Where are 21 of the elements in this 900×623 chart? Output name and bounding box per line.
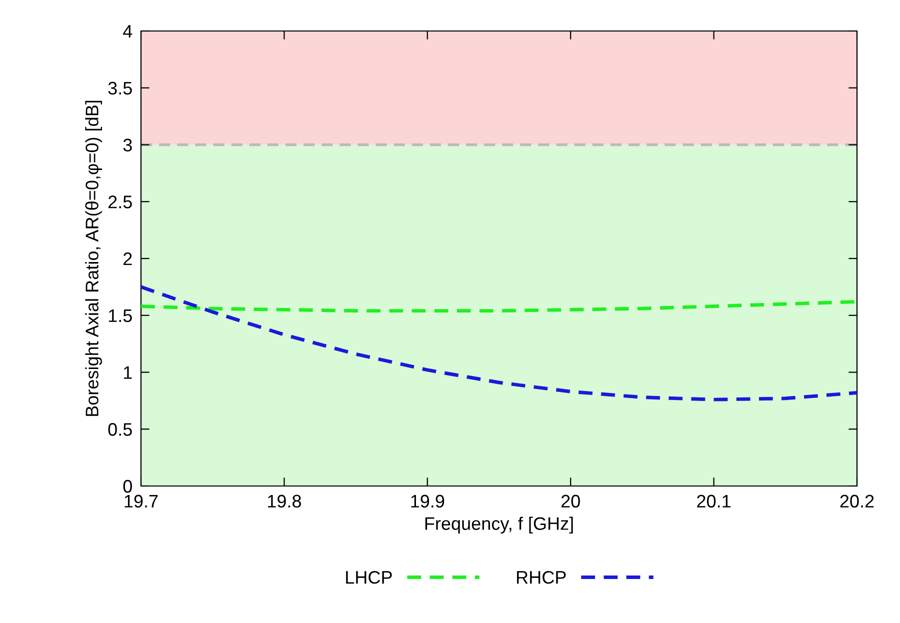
- y-tick-label: 3.5: [108, 82, 132, 95]
- line-series: [141, 300, 857, 313]
- y-tick-label: 0.5: [108, 423, 132, 436]
- line-series: [141, 285, 857, 402]
- x-tick-label: 19.7: [124, 494, 158, 508]
- y-tick-label: 3: [123, 138, 132, 152]
- y-tick-label: 4: [123, 25, 132, 38]
- legend-label: LHCP: [346, 570, 392, 584]
- x-tick-label: 19.8: [268, 494, 301, 508]
- y-tick-label: 1: [124, 366, 132, 379]
- x-tick-label: 19.9: [411, 494, 444, 508]
- y-axis-title: Boresight Axial Ratio, AR(θ=0,φ=0) [dB]: [85, 100, 102, 416]
- y-tick-label: 1.5: [108, 309, 132, 322]
- legend-label: RHCP: [517, 570, 566, 584]
- y-tick-label: 2: [124, 252, 132, 266]
- x-tick-label: 20: [561, 494, 580, 508]
- x-tick-label: 20.2: [840, 494, 874, 508]
- y-tick-label: 0: [123, 480, 132, 493]
- y-tick-label: 2.5: [108, 196, 132, 208]
- x-tick-label: 20.1: [697, 494, 730, 508]
- x-axis-title: Frequency, f [GHz]: [425, 516, 573, 534]
